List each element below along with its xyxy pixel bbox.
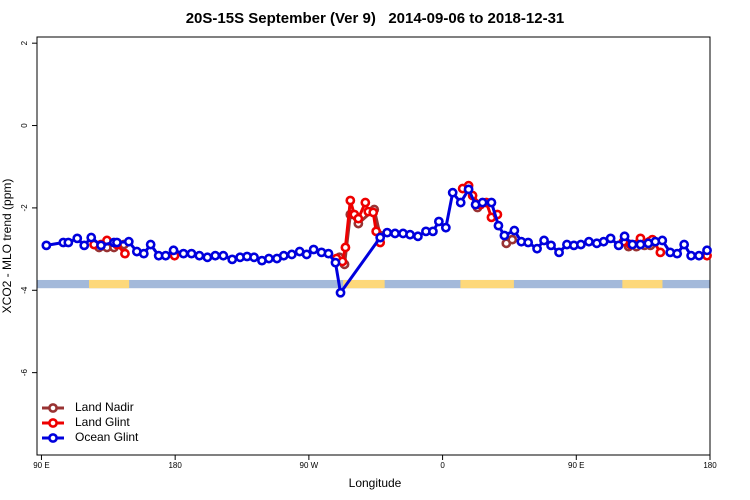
data-point bbox=[79, 240, 90, 251]
data-point bbox=[672, 248, 683, 259]
legend-label: Ocean Glint bbox=[75, 430, 139, 444]
y-tick-label: -6 bbox=[20, 369, 29, 377]
data-point bbox=[123, 236, 134, 247]
data-point bbox=[390, 228, 400, 239]
x-axis-label: Longitude bbox=[349, 476, 402, 490]
data-point bbox=[486, 197, 497, 208]
data-point bbox=[440, 222, 451, 233]
data-point bbox=[635, 239, 646, 250]
data-point bbox=[202, 252, 213, 263]
data-point bbox=[178, 248, 189, 259]
data-point bbox=[145, 239, 156, 250]
data-point bbox=[686, 250, 697, 261]
data-point bbox=[41, 240, 52, 251]
legend-marker bbox=[48, 403, 58, 413]
data-point bbox=[657, 235, 668, 246]
data-point bbox=[655, 247, 666, 258]
data-point bbox=[679, 239, 690, 250]
data-point bbox=[499, 230, 510, 241]
data-point bbox=[264, 253, 274, 264]
data-point bbox=[286, 249, 297, 260]
y-axis-label: XCO2 - MLO trend (ppm) bbox=[0, 179, 14, 314]
data-point bbox=[86, 232, 97, 243]
data-point bbox=[210, 250, 221, 261]
data-point bbox=[323, 248, 334, 259]
data-point bbox=[428, 226, 438, 237]
land-strip bbox=[88, 279, 130, 289]
plot-frame bbox=[36, 36, 711, 456]
data-point bbox=[72, 233, 83, 244]
data-point bbox=[160, 250, 171, 261]
data-point bbox=[627, 239, 638, 250]
data-point bbox=[249, 252, 259, 263]
x-tick-label: 0 bbox=[440, 461, 445, 470]
data-point bbox=[375, 232, 386, 243]
data-point bbox=[112, 237, 122, 248]
land-strip bbox=[460, 279, 514, 289]
data-point bbox=[702, 245, 712, 256]
data-point bbox=[308, 244, 319, 255]
y-tick-label: -4 bbox=[20, 286, 29, 294]
data-point bbox=[413, 231, 423, 242]
data-point bbox=[353, 213, 364, 224]
data-point bbox=[340, 242, 351, 253]
data-point bbox=[278, 250, 289, 261]
data-point bbox=[63, 237, 74, 248]
data-point bbox=[546, 240, 556, 251]
data-point bbox=[405, 229, 415, 240]
data-point bbox=[368, 207, 379, 218]
data-point bbox=[613, 240, 624, 251]
legend-label: Land Nadir bbox=[75, 400, 134, 414]
x-tick-label: 90 W bbox=[300, 461, 319, 470]
x-tick-label: 180 bbox=[703, 461, 717, 470]
data-point bbox=[360, 197, 371, 208]
x-tick-label: 180 bbox=[168, 461, 182, 470]
land-strip bbox=[343, 279, 385, 289]
data-point bbox=[507, 234, 518, 245]
data-point bbox=[575, 239, 586, 250]
data-point bbox=[96, 240, 106, 251]
y-tick-label: -2 bbox=[20, 204, 29, 212]
y-tick-label: 2 bbox=[20, 40, 29, 45]
data-point bbox=[447, 187, 458, 198]
data-point bbox=[335, 287, 346, 298]
data-point bbox=[218, 250, 229, 261]
legend-label: Land Glint bbox=[75, 415, 130, 429]
data-point bbox=[382, 227, 393, 238]
legend-marker bbox=[48, 433, 58, 443]
data-point bbox=[554, 247, 564, 258]
data-point bbox=[345, 195, 356, 206]
legend-marker bbox=[48, 418, 58, 428]
data-point bbox=[301, 249, 312, 260]
data-point bbox=[532, 243, 542, 254]
data-point bbox=[584, 236, 594, 247]
data-point bbox=[493, 220, 504, 231]
data-point bbox=[138, 248, 149, 259]
data-point bbox=[509, 225, 520, 236]
data-point bbox=[120, 248, 130, 259]
data-point bbox=[330, 257, 341, 268]
data-point bbox=[194, 250, 205, 261]
data-point bbox=[605, 233, 616, 244]
land-strip bbox=[622, 279, 663, 289]
y-tick-label: 0 bbox=[20, 123, 29, 128]
data-point bbox=[619, 231, 630, 242]
data-point bbox=[168, 245, 179, 256]
data-point bbox=[455, 197, 466, 208]
chart-title: 20S-15S September (Ver 9) 2014-09-06 to … bbox=[186, 10, 565, 27]
data-point bbox=[463, 184, 474, 195]
data-point bbox=[433, 216, 444, 227]
data-point bbox=[523, 237, 534, 248]
x-tick-label: 90 E bbox=[33, 461, 49, 470]
data-point bbox=[186, 248, 197, 259]
x-tick-label: 90 E bbox=[568, 461, 584, 470]
data-point bbox=[694, 250, 704, 261]
data-point bbox=[477, 197, 488, 208]
data-point bbox=[227, 254, 238, 265]
data-point bbox=[539, 235, 549, 246]
